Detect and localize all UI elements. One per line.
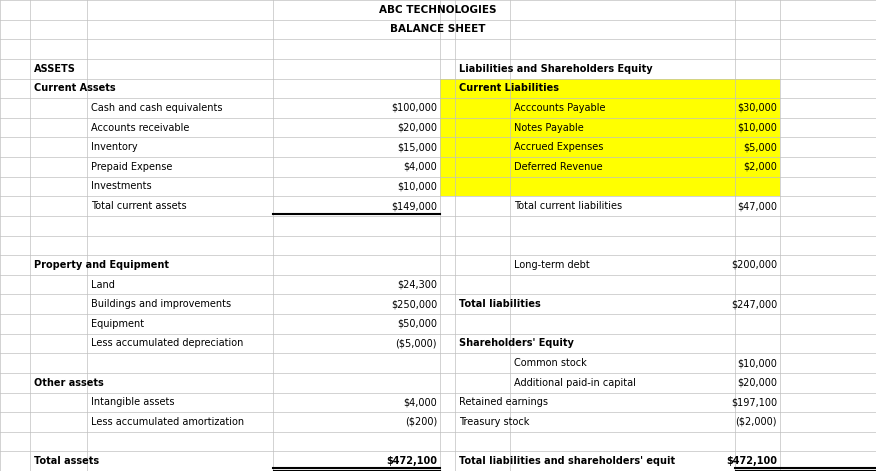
Text: Current Liabilities: Current Liabilities bbox=[459, 83, 559, 93]
Text: ($200): ($200) bbox=[405, 417, 437, 427]
Text: Inventory: Inventory bbox=[91, 142, 138, 152]
Text: $10,000: $10,000 bbox=[737, 358, 777, 368]
Text: Total liabilities and shareholders' equit: Total liabilities and shareholders' equi… bbox=[459, 456, 675, 466]
Text: Intangible assets: Intangible assets bbox=[91, 398, 174, 407]
Text: Total liabilities: Total liabilities bbox=[459, 299, 540, 309]
Bar bbox=[440, 157, 780, 177]
Text: ($5,000): ($5,000) bbox=[395, 339, 437, 349]
Text: Prepaid Expense: Prepaid Expense bbox=[91, 162, 173, 172]
Text: $50,000: $50,000 bbox=[397, 319, 437, 329]
Text: Common stock: Common stock bbox=[514, 358, 587, 368]
Text: Land: Land bbox=[91, 280, 115, 290]
Text: Liabilities and Shareholders Equity: Liabilities and Shareholders Equity bbox=[459, 64, 653, 73]
Text: $197,100: $197,100 bbox=[731, 398, 777, 407]
Text: $4,000: $4,000 bbox=[403, 398, 437, 407]
Text: $472,100: $472,100 bbox=[386, 456, 437, 466]
Bar bbox=[440, 118, 780, 138]
Text: Deferred Revenue: Deferred Revenue bbox=[514, 162, 603, 172]
Text: Retained earnings: Retained earnings bbox=[459, 398, 548, 407]
Text: Less accumulated depreciation: Less accumulated depreciation bbox=[91, 339, 244, 349]
Text: Buildings and improvements: Buildings and improvements bbox=[91, 299, 231, 309]
Text: Shareholders' Equity: Shareholders' Equity bbox=[459, 339, 574, 349]
Text: Accrued Expenses: Accrued Expenses bbox=[514, 142, 604, 152]
Text: Notes Payable: Notes Payable bbox=[514, 122, 583, 132]
Text: ASSETS: ASSETS bbox=[34, 64, 76, 73]
Text: Total assets: Total assets bbox=[34, 456, 99, 466]
Text: Treasury stock: Treasury stock bbox=[459, 417, 529, 427]
Text: $247,000: $247,000 bbox=[731, 299, 777, 309]
Text: $10,000: $10,000 bbox=[397, 181, 437, 191]
Text: $250,000: $250,000 bbox=[391, 299, 437, 309]
Text: Acccounts Payable: Acccounts Payable bbox=[514, 103, 605, 113]
Text: Less accumulated amortization: Less accumulated amortization bbox=[91, 417, 244, 427]
Text: $200,000: $200,000 bbox=[731, 260, 777, 270]
Text: $15,000: $15,000 bbox=[397, 142, 437, 152]
Text: Accounts receivable: Accounts receivable bbox=[91, 122, 189, 132]
Text: Total current liabilities: Total current liabilities bbox=[514, 201, 622, 211]
Text: Investments: Investments bbox=[91, 181, 152, 191]
Text: Additional paid-in capital: Additional paid-in capital bbox=[514, 378, 636, 388]
Text: $20,000: $20,000 bbox=[737, 378, 777, 388]
Text: $30,000: $30,000 bbox=[737, 103, 777, 113]
Text: Current Assets: Current Assets bbox=[34, 83, 116, 93]
Bar bbox=[440, 138, 780, 157]
Text: $10,000: $10,000 bbox=[737, 122, 777, 132]
Text: $24,300: $24,300 bbox=[397, 280, 437, 290]
Text: $2,000: $2,000 bbox=[743, 162, 777, 172]
Text: $5,000: $5,000 bbox=[743, 142, 777, 152]
Bar bbox=[440, 98, 780, 118]
Text: Total current assets: Total current assets bbox=[91, 201, 187, 211]
Text: $4,000: $4,000 bbox=[403, 162, 437, 172]
Text: Equipment: Equipment bbox=[91, 319, 145, 329]
Text: Other assets: Other assets bbox=[34, 378, 103, 388]
Bar bbox=[440, 177, 780, 196]
Text: Property and Equipment: Property and Equipment bbox=[34, 260, 169, 270]
Text: $47,000: $47,000 bbox=[737, 201, 777, 211]
Text: $472,100: $472,100 bbox=[726, 456, 777, 466]
Text: $149,000: $149,000 bbox=[391, 201, 437, 211]
Bar bbox=[440, 79, 780, 98]
Text: Long-term debt: Long-term debt bbox=[514, 260, 590, 270]
Text: $20,000: $20,000 bbox=[397, 122, 437, 132]
Text: BALANCE SHEET: BALANCE SHEET bbox=[390, 24, 486, 34]
Text: ($2,000): ($2,000) bbox=[736, 417, 777, 427]
Text: $100,000: $100,000 bbox=[391, 103, 437, 113]
Text: Cash and cash equivalents: Cash and cash equivalents bbox=[91, 103, 223, 113]
Text: ABC TECHNOLOGIES: ABC TECHNOLOGIES bbox=[379, 5, 497, 15]
